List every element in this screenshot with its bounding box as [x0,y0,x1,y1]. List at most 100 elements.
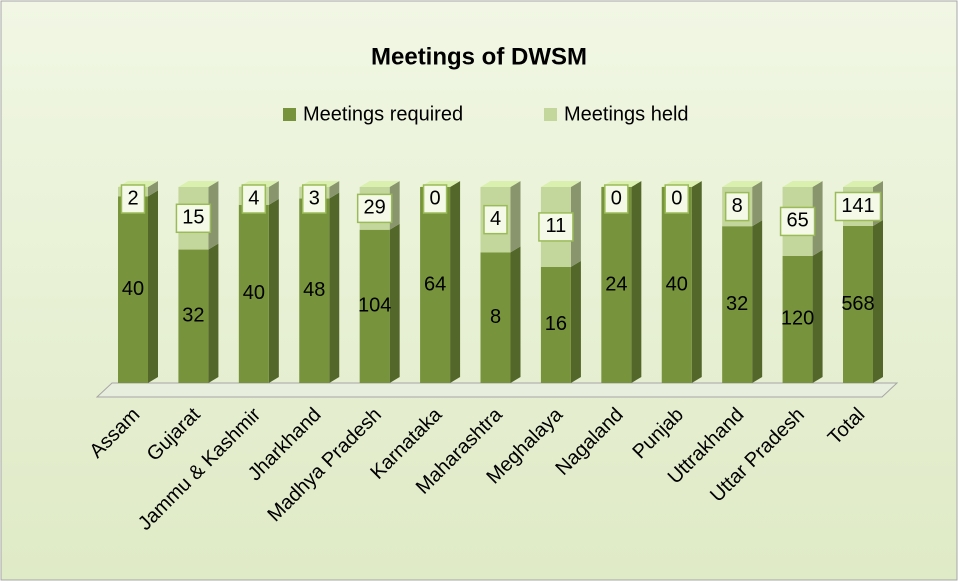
data-label-box [779,206,816,237]
chart-title: Meetings of DWSM [371,43,587,70]
bar-front [540,266,571,383]
bar-front [722,226,753,383]
data-label-box [834,191,882,222]
data-label-box [422,184,448,214]
bar-front [480,252,511,383]
bar-front [420,187,451,383]
bar-side [329,181,340,199]
data-label: 15 [182,207,204,229]
data-label: 65 [786,210,808,232]
bar-side [752,220,763,383]
bar-segment [118,190,158,383]
legend-swatch [544,108,557,121]
bar-segment [238,198,279,383]
bar-side [148,181,158,197]
data-label: 4 [490,208,501,230]
data-label: 141 [841,195,874,217]
data-label: 48 [303,279,325,301]
data-label: 40 [122,278,144,300]
data-label: 11 [546,215,567,237]
bar-top [782,181,823,187]
data-label-box [604,184,629,214]
data-label: 24 [605,273,627,295]
bar-segment [843,219,883,383]
data-label-box [120,184,146,214]
data-label-box [724,191,750,222]
bar-segment [420,181,461,383]
bar-segment [299,192,340,383]
data-label: 0 [671,187,682,209]
data-label: 104 [358,295,391,317]
data-label: 120 [781,308,814,330]
data-label-box [302,184,327,214]
legend-swatch [283,108,296,121]
data-label: 29 [364,197,386,219]
bar-top [178,181,219,187]
data-label: 32 [726,293,748,315]
data-label-box [356,193,393,224]
data-label: 8 [490,306,501,328]
bar-segment [540,260,581,383]
data-label: 4 [248,187,259,209]
data-label: 8 [732,195,743,217]
data-label: 2 [127,187,138,209]
data-label: 0 [430,187,441,209]
legend-label: Meetings held [564,103,689,125]
bar-side [570,181,581,267]
bar-top [540,181,581,187]
data-label: 568 [841,293,874,315]
bar-front [238,204,269,383]
bar-top [722,181,763,187]
bar-segment [601,181,642,383]
data-label: 16 [545,313,567,335]
bar-front [359,229,390,383]
bar-side [148,190,158,383]
bar-front [178,249,209,383]
bar-side [691,181,702,383]
bar-front [601,187,632,383]
bar-side [812,249,823,383]
data-label: 0 [611,187,622,209]
bar-side [208,243,219,383]
bar-side [873,219,883,383]
data-label-box [241,184,267,214]
bar-side [389,223,400,383]
bar-front [843,225,873,383]
bar-side [268,181,279,205]
data-label-box [538,212,574,242]
floor [95,382,899,398]
bar-segment [359,223,400,383]
data-label: 64 [424,273,446,295]
bar-top [843,181,883,187]
bar-segment [661,181,702,383]
bar-side [631,181,642,383]
bar-segment [722,220,763,383]
data-label: 40 [666,273,688,295]
data-label: 32 [182,305,204,327]
bar-front [118,196,148,383]
data-label-box [483,204,508,235]
bar-side [510,181,521,253]
bar-side [450,181,461,383]
bar-segment [480,246,521,383]
bar-side [510,246,521,383]
bar-side [268,198,279,383]
data-label-box [664,184,689,214]
bar-side [329,192,340,383]
bar-top [359,181,400,187]
bar-front [661,187,692,383]
bar-segment [782,249,823,383]
bar-side [812,181,823,256]
bar-side [570,260,581,383]
bar-front [782,255,813,383]
data-label-box [175,203,212,234]
bar-front [299,198,330,383]
bar-top [480,181,521,187]
bar-side [752,181,763,227]
bar-segment [178,243,219,383]
legend-label: Meetings required [303,103,463,125]
data-label: 40 [243,282,265,304]
data-label: 3 [309,187,320,209]
